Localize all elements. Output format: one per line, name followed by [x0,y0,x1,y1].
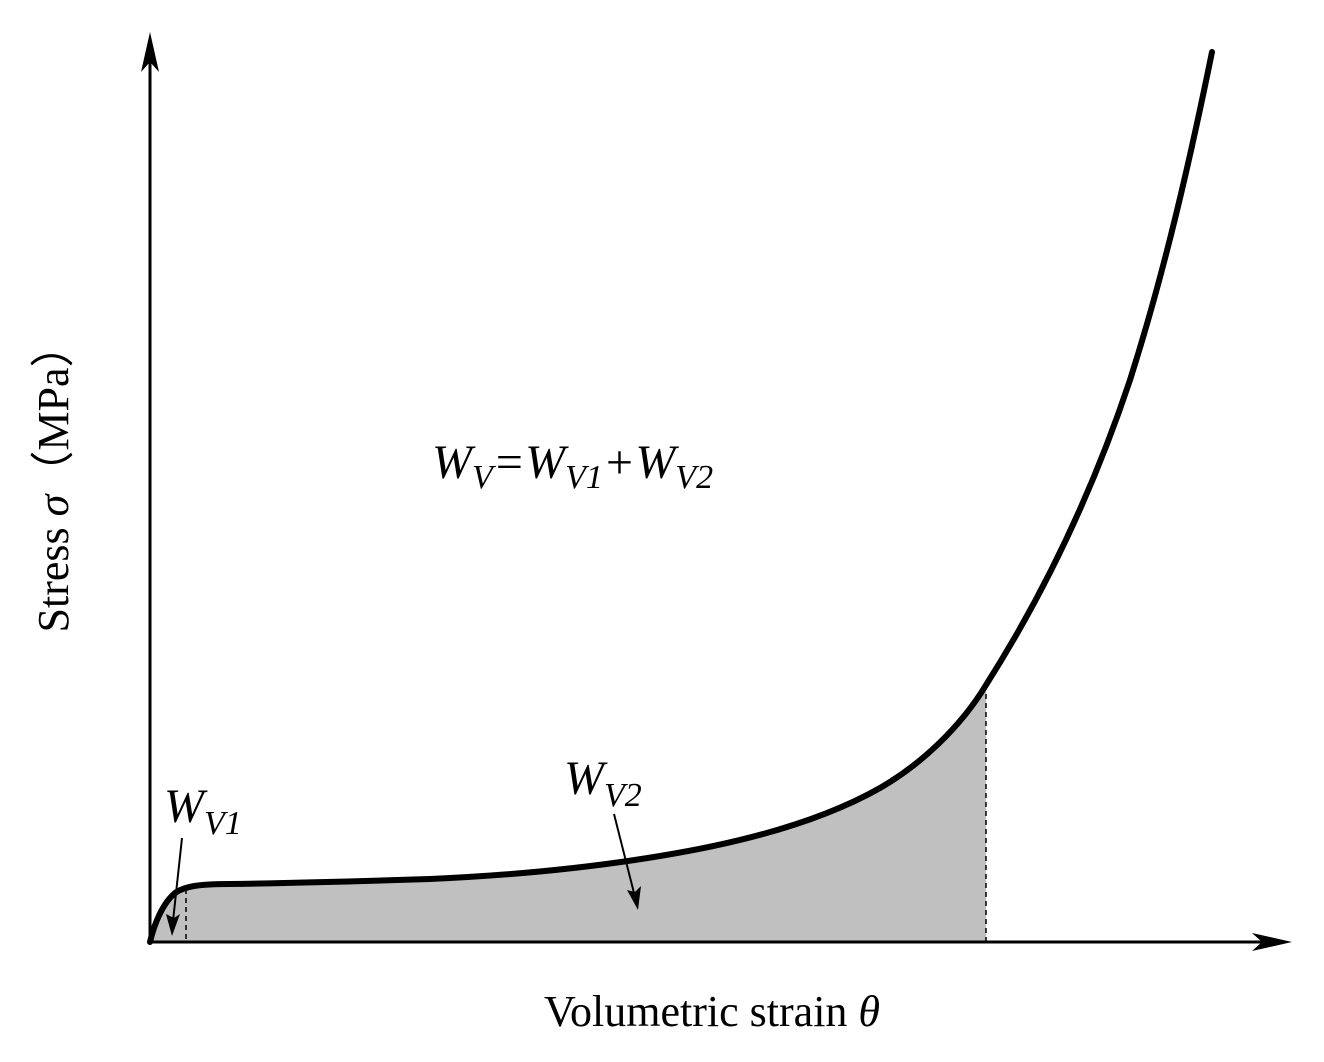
wv2-label: WV2 [564,752,642,814]
stress-strain-curve [147,49,1215,945]
x-axis-title: Volumetric strain θ [544,987,880,1036]
wv1-pointer-arrow [172,837,183,922]
wv2-shaded-area [186,685,986,942]
y-axis-arrow-icon [141,32,159,72]
x-axis-arrow-icon [1252,933,1292,951]
y-axis-title: Stress σ（MPa） [29,324,78,633]
wv2-pointer-arrow [613,813,635,894]
wv2-pointer-arrowhead-icon [627,886,641,910]
wv1-label: WV1 [164,780,242,842]
wv1-pointer-arrowhead-icon [166,914,180,936]
equation-label: WV=WV1+WV2 [432,436,713,496]
